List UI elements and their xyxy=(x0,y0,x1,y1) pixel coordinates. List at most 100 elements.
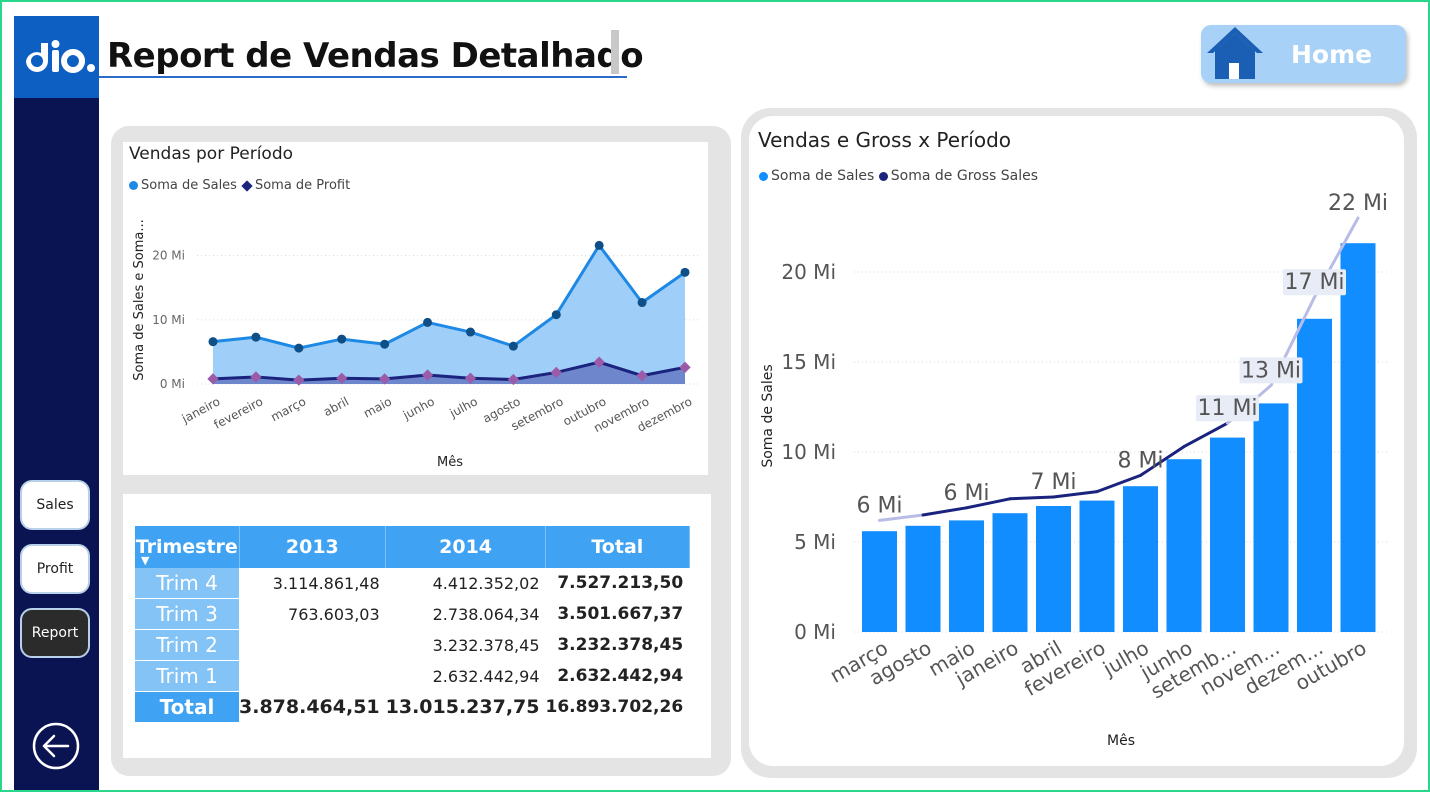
sales-point xyxy=(294,343,304,353)
data-label: 22 Mi xyxy=(1328,191,1388,216)
data-label: 17 Mi xyxy=(1284,270,1344,295)
data-label-bg xyxy=(1283,269,1346,296)
table-row: Trim 1 2.632.442,94 2.632.442,94 xyxy=(135,660,689,692)
bar xyxy=(1297,318,1332,632)
table-total-row: Total 3.878.464,51 13.015.237,75 16.893.… xyxy=(135,691,689,723)
profit-area xyxy=(213,362,685,384)
sales-point xyxy=(680,267,690,277)
table-cell-total: 2.632.442,94 xyxy=(557,666,684,686)
chart2-legend: Soma de Sales Soma de Gross Sales xyxy=(759,168,1038,184)
profit-line xyxy=(212,360,686,382)
sort-down-icon: ▼ xyxy=(141,554,150,567)
data-label: 13 Mi xyxy=(1241,358,1301,383)
x-tick-label: março xyxy=(268,394,308,424)
row-header-total[interactable]: Total xyxy=(135,691,239,723)
sales-point xyxy=(594,240,604,250)
y-tick-label: 10 Mi xyxy=(152,313,185,327)
legend-gross-label: Soma de Gross Sales xyxy=(890,168,1039,184)
y-axis-title: Soma de Sales xyxy=(760,364,776,467)
profit-point xyxy=(507,373,520,386)
x-tick-label: julho xyxy=(447,394,480,421)
legend-sales-label: Soma de Sales xyxy=(771,168,875,184)
y-tick-label: 5 Mi xyxy=(794,530,836,554)
row-header[interactable]: Trim 2 xyxy=(135,629,239,661)
data-label-bg xyxy=(1196,395,1259,422)
y-tick-label: 0 Mi xyxy=(160,377,185,391)
row-header[interactable]: Trim 4 xyxy=(135,568,239,599)
col-header[interactable]: 2013 xyxy=(239,526,387,568)
col-header[interactable]: Total xyxy=(545,526,690,568)
chart2-svg: 0 Mi 5 Mi 10 Mi 15 Mi 20 Mi 6 Mi 6 Mi 7 Mi 8 Mi 1… xyxy=(760,191,1389,749)
chart2-title: Vendas e Gross x Período xyxy=(758,128,1012,152)
row-header[interactable]: Trim 3 xyxy=(135,598,239,630)
bar xyxy=(1340,243,1376,632)
bar xyxy=(949,520,984,632)
legend-profit-marker xyxy=(241,179,253,192)
home-button[interactable]: Home xyxy=(1201,25,1406,83)
sales-point xyxy=(551,310,561,320)
page-title: Report de Vendas Detalhado xyxy=(107,36,644,76)
sidebar-item-sales[interactable]: Sales xyxy=(20,480,90,530)
table-cell-total: 3.501.667,37 xyxy=(557,604,684,624)
table-cell: 4.412.352,02 xyxy=(432,573,540,593)
col-header[interactable]: 2014 xyxy=(385,526,546,568)
chart1-title: Vendas por Período xyxy=(129,144,294,164)
sales-point xyxy=(337,334,347,344)
profit-point xyxy=(421,369,434,381)
x-tick-label: fevereiro xyxy=(212,394,266,431)
corner-header[interactable]: Trimestre ▼ xyxy=(135,526,240,568)
gross-line-segment xyxy=(965,497,1012,510)
x-axis-title: Mês xyxy=(1107,733,1135,749)
table-cell-total: 3.878.464,51 xyxy=(239,696,380,718)
table-cell: 2.632.442,94 xyxy=(432,666,540,686)
back-button[interactable] xyxy=(32,722,80,770)
table-cell xyxy=(239,661,386,692)
table-cell: 2.738.064,34 xyxy=(432,604,540,624)
corner-label: Trimestre xyxy=(135,536,238,558)
data-label-bg xyxy=(1239,357,1303,384)
bar xyxy=(905,525,941,632)
gross-line-segment xyxy=(878,513,925,522)
bar xyxy=(1123,486,1158,632)
bar xyxy=(1079,500,1115,632)
gross-line-segment xyxy=(1139,445,1186,477)
table-cell: 3.232.378,45 xyxy=(432,635,540,655)
bar xyxy=(862,531,897,632)
legend-gross-marker xyxy=(878,171,888,181)
bar xyxy=(1253,403,1289,632)
bar xyxy=(1210,437,1245,632)
x-axis-title: Mês xyxy=(437,455,463,470)
y-tick-label: 20 Mi xyxy=(152,249,185,263)
y-tick-label: 0 Mi xyxy=(794,620,836,644)
profit-point xyxy=(250,371,262,383)
home-label: Home xyxy=(1291,40,1373,69)
row-header[interactable]: Trim 1 xyxy=(135,660,239,692)
gross-line-segment xyxy=(1182,421,1229,449)
bar xyxy=(992,513,1028,632)
data-label: 8 Mi xyxy=(1117,448,1163,473)
sales-point xyxy=(423,317,433,327)
legend-profit-label: Soma de Profit xyxy=(254,178,351,193)
x-tick-label: abril xyxy=(321,394,351,419)
sidebar-item-profit[interactable]: Profit xyxy=(20,544,90,594)
profit-point xyxy=(378,373,391,385)
sales-line xyxy=(212,242,686,350)
table-cell-total: 7.527.213,50 xyxy=(557,573,684,594)
table-row: Trim 3 763.603,03 2.738.064,34 3.501.667… xyxy=(135,598,689,630)
sales-point xyxy=(380,339,390,349)
chart-card-vendas-gross xyxy=(749,116,1404,766)
profit-point xyxy=(293,374,305,386)
sales-point xyxy=(208,337,218,347)
profit-point xyxy=(336,372,348,384)
gross-line-segment xyxy=(1008,495,1055,501)
title-underline xyxy=(99,76,627,78)
bar xyxy=(1036,506,1071,632)
sales-point xyxy=(508,341,518,351)
sidebar-item-report[interactable]: Report xyxy=(20,608,90,658)
chart1-legend: Soma de Sales Soma de Profit xyxy=(129,178,350,193)
x-tick-label: maio xyxy=(361,394,394,420)
table-cell: 3.114.861,48 xyxy=(272,573,380,593)
house-icon xyxy=(1207,27,1263,79)
table-cell: 763.603,03 xyxy=(288,604,380,624)
